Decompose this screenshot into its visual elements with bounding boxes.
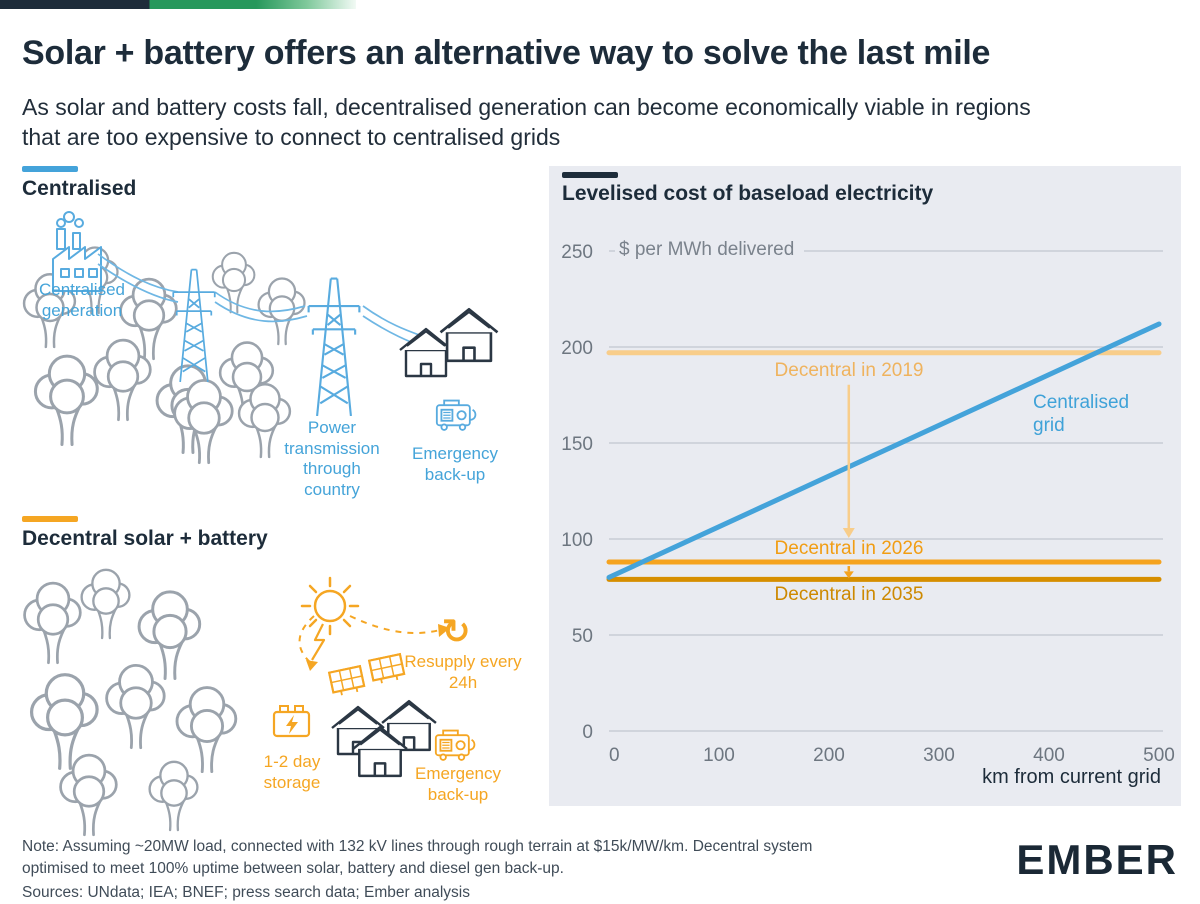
ember-logo: EMBER [1016,836,1178,883]
y-tick-label: 150 [561,434,593,455]
arrowhead [842,528,855,539]
centralised-heading: Centralised [22,177,137,200]
x-tick-label: 0 [609,745,620,766]
chart-panel: Levelised cost of baseload electricity 0… [549,166,1181,806]
chart-title: Levelised cost of baseload electricity [562,182,934,205]
decentral-illustration-art [23,568,476,837]
power-transmission-label: Power transmission through country [284,418,380,500]
arrowhead [438,624,450,637]
x-tick-label: 300 [923,745,955,766]
arrowhead [306,660,318,671]
y-tick-label: 50 [572,626,593,647]
solar-panel-icon [327,652,407,699]
series-label-decentral-2019: Decentral in 2019 [774,360,924,381]
storage-label: 1-2 day storage [263,752,321,792]
series-line [606,321,1162,580]
y-tick-label: 200 [561,338,593,359]
sun-icon [300,576,360,636]
battery-icon [272,705,311,738]
tree-icon [93,338,152,422]
tree-icon [105,663,166,750]
house-icon [439,307,499,363]
house-icon [398,327,454,378]
x-axis-label: km from current grid [982,766,1161,788]
transmission-tower-icon [172,268,216,382]
generator-icon [435,399,477,431]
page-title: Solar + battery offers an alternative wa… [22,34,991,72]
series-label-decentral-2035: Decentral in 2035 [774,584,924,605]
tree-icon [23,581,82,665]
factory-icon [52,211,102,292]
footnote: Note: Assuming ~20MW load, connected wit… [22,838,813,877]
levelised-cost-chart: 0 50 100 150 200 250 0 100 200 300 400 500 [561,242,1175,766]
centralised-accent-bar [22,166,78,172]
page-subtitle: As solar and battery costs fall, decentr… [22,94,1031,151]
centralised-generation-label: Centralised generation [39,280,125,320]
x-tick-label: 400 [1033,745,1065,766]
sources: Sources: UNdata; IEA; BNEF; press search… [22,884,470,902]
y-tick-label: 250 [561,242,593,263]
x-tick-label: 100 [703,745,735,766]
decentral-illustration: ↻ Resupply every 24h 1-2 day storage Eme… [18,556,538,846]
power-lines [97,253,427,349]
series-label-centralised-grid: Centralised grid [1033,392,1130,436]
y-tick-label: 100 [561,530,593,551]
tree-icon [33,354,99,447]
generator-icon [434,729,476,761]
dashed-flow-arrows [298,615,441,665]
resupply-label: Resupply every 24h [404,652,522,692]
series-label-decentral-2026: Decentral in 2026 [774,538,924,559]
y-tick-label: 0 [582,722,593,743]
centralised-illustration-art [22,211,499,465]
chart-accent-bar [562,172,618,178]
centralised-illustration: Centralised generation Power transmissio… [18,206,538,511]
tree-icon [137,590,202,681]
decentral-heading: Decentral solar + battery [22,527,268,550]
decentral-accent-bar [22,516,78,522]
transmission-tower-icon [307,277,361,416]
x-tick-label: 200 [813,745,845,766]
x-tick-label: 500 [1143,745,1175,766]
tree-icon [175,686,238,774]
emergency-backup-label: Emergency back-up [412,444,498,484]
footer: Note: Assuming ~20MW load, connected wit… [22,836,872,904]
energy-zigzag [311,623,326,661]
tree-icon [80,568,131,640]
arrowhead [843,571,854,579]
resupply-refresh-icon: ↻ [442,613,471,651]
top-accent-bar [0,0,356,9]
y-axis-unit-label: $ per MWh delivered [615,238,805,262]
emergency-backup-label: Emergency back-up [415,764,501,804]
tree-icon [148,760,199,832]
